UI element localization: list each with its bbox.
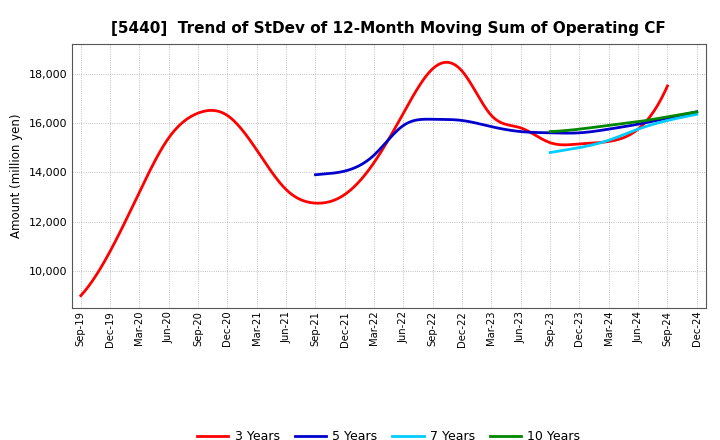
3 Years — [663, 83, 672, 88]
5 Years — [537, 130, 546, 135]
Y-axis label: Amount (million yen): Amount (million yen) — [10, 114, 23, 238]
7 Years — [633, 127, 642, 132]
7 Years — [546, 150, 555, 155]
5 Years — [538, 130, 546, 135]
7 Years — [636, 126, 644, 131]
Legend: 3 Years, 5 Years, 7 Years, 10 Years: 3 Years, 5 Years, 7 Years, 10 Years — [192, 425, 585, 440]
7 Years — [679, 114, 688, 120]
Line: 10 Years: 10 Years — [550, 112, 697, 132]
10 Years — [546, 129, 555, 134]
3 Years — [441, 60, 450, 65]
5 Years — [544, 130, 553, 136]
5 Years — [633, 122, 642, 127]
Line: 7 Years: 7 Years — [550, 114, 697, 153]
7 Years — [693, 112, 701, 117]
10 Years — [633, 119, 642, 125]
3 Years — [424, 71, 433, 76]
7 Years — [546, 150, 554, 155]
3 Years — [78, 291, 87, 296]
5 Years — [693, 109, 701, 114]
10 Years — [679, 111, 688, 117]
Line: 5 Years: 5 Years — [315, 112, 697, 175]
3 Years — [436, 61, 444, 66]
7 Years — [633, 127, 642, 132]
5 Years — [657, 117, 665, 122]
10 Years — [633, 119, 642, 125]
3 Years — [573, 142, 582, 147]
10 Years — [546, 129, 554, 134]
7 Years — [670, 117, 678, 122]
5 Years — [312, 172, 321, 177]
10 Years — [670, 113, 678, 118]
3 Years — [76, 293, 85, 298]
3 Years — [426, 69, 434, 74]
Line: 3 Years: 3 Years — [81, 62, 667, 296]
10 Years — [693, 109, 701, 114]
10 Years — [636, 119, 644, 124]
5 Years — [311, 172, 320, 177]
Title: [5440]  Trend of StDev of 12-Month Moving Sum of Operating CF: [5440] Trend of StDev of 12-Month Moving… — [112, 21, 666, 36]
3 Years — [610, 138, 618, 143]
